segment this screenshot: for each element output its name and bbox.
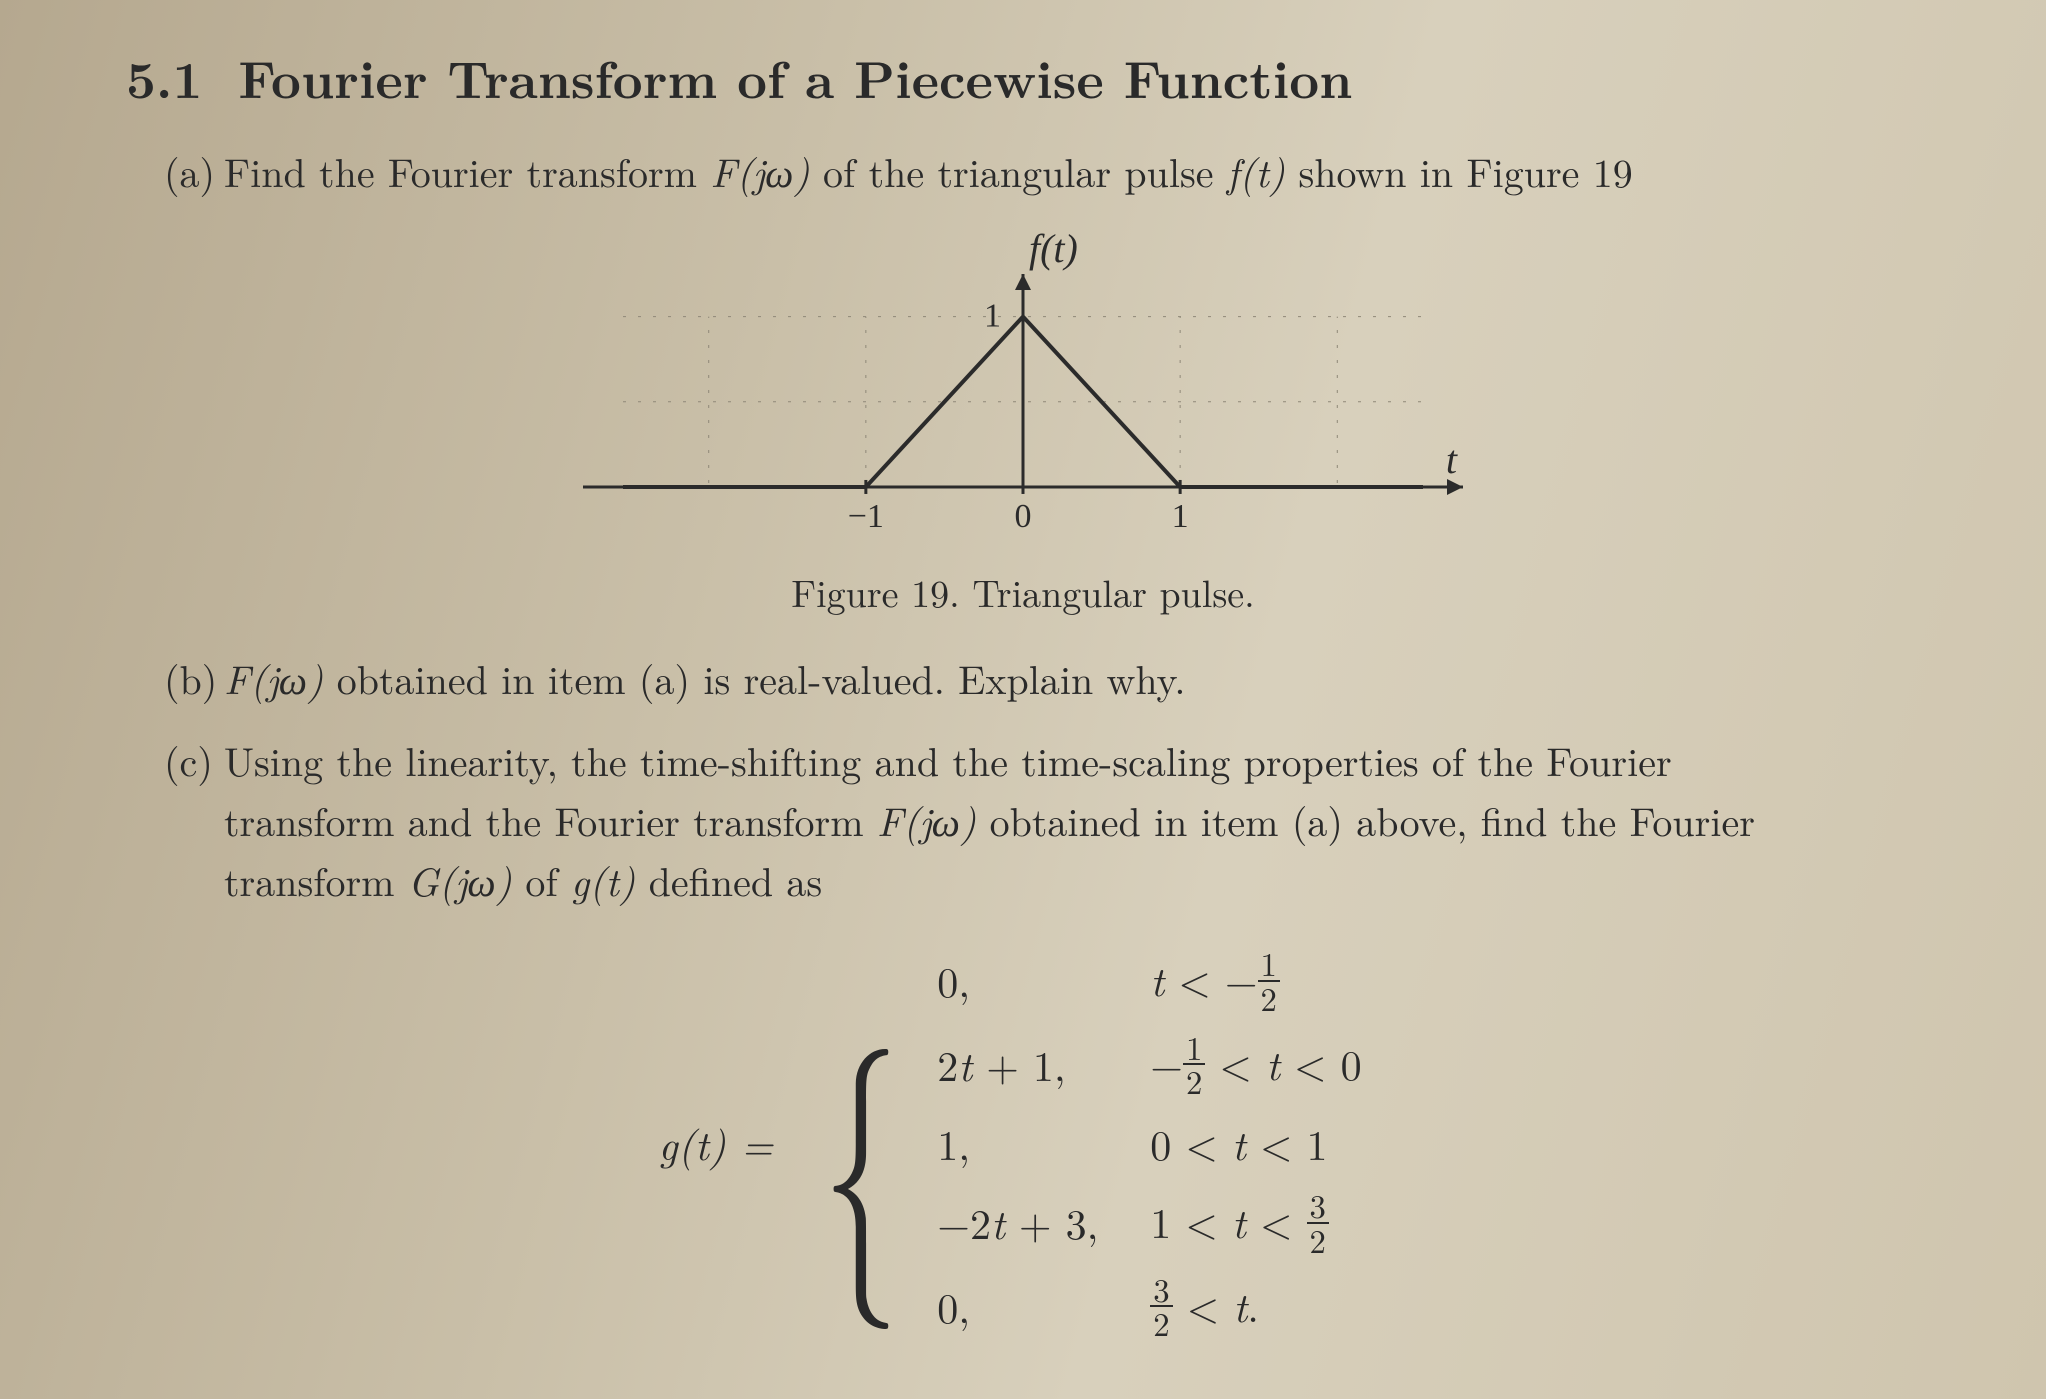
item-c-l3e2: g(t) xyxy=(571,851,635,908)
figure-19-svg: −1 0 1 1 f(t) t xyxy=(523,224,1523,554)
piecewise-row: 2t + 1,−12 < t < 0 xyxy=(911,1023,1387,1107)
section-heading: 5.1 Fourier Transform of a Piecewise Func… xyxy=(126,40,1926,114)
item-a: (a)Find the Fourier transform F(jω) of t… xyxy=(164,142,1926,200)
svg-text:1: 1 xyxy=(1172,498,1189,535)
piecewise-condition: t < −12 xyxy=(1124,939,1387,1023)
item-b-label: (b) xyxy=(164,649,224,707)
section-title-text: Fourier Transform of a Piecewise Functio… xyxy=(238,40,1352,114)
item-a-label: (a) xyxy=(164,142,224,200)
item-c-l3a: transform xyxy=(224,851,408,908)
svg-text:f(t): f(t) xyxy=(1029,226,1078,271)
piecewise-cases: 0,t < −122t + 1,−12 < t < 01,0 < t < 1−2… xyxy=(911,939,1387,1348)
svg-text:1: 1 xyxy=(984,298,1001,335)
piecewise-lhs: g(t) = xyxy=(658,1114,773,1173)
item-a-text2: of the triangular pulse xyxy=(810,142,1227,199)
piecewise-value: 1, xyxy=(911,1106,1124,1181)
item-c-l2expr: F(jω) xyxy=(877,791,976,848)
figure-19: −1 0 1 1 f(t) t Figure 19. Triangular pulse. xyxy=(120,224,1926,619)
item-b-text: obtained in item (a) is real-valued. Exp… xyxy=(323,649,1185,706)
piecewise-condition: 1 < t < 32 xyxy=(1124,1181,1387,1265)
svg-text:t: t xyxy=(1446,437,1458,482)
piecewise-value: 0, xyxy=(911,1265,1124,1349)
figure-19-caption: Figure 19. Triangular pulse. xyxy=(120,565,1926,619)
svg-text:−1: −1 xyxy=(848,498,884,535)
item-c-l3e1: G(jω) xyxy=(408,851,512,908)
piecewise-condition: −12 < t < 0 xyxy=(1124,1023,1387,1107)
item-c-l3b: of xyxy=(512,851,571,908)
piecewise-brace: { xyxy=(823,1034,900,1252)
page: 5.1 Fourier Transform of a Piecewise Func… xyxy=(0,0,2046,1348)
item-a-expr2: f(t) xyxy=(1227,142,1285,199)
piecewise-row: 1,0 < t < 1 xyxy=(911,1106,1387,1181)
item-a-expr1: F(jω) xyxy=(710,142,809,199)
item-a-text3: shown in Figure 19 xyxy=(1285,142,1633,199)
item-c: (c)Using the linearity, the time-shiftin… xyxy=(164,731,1926,789)
item-c-line1: Using the linearity, the time-shifting a… xyxy=(224,731,1672,788)
piecewise-value: 0, xyxy=(911,939,1124,1023)
piecewise-definition: g(t) = { 0,t < −122t + 1,−12 < t < 01,0 … xyxy=(120,939,1926,1348)
item-b: (b)F(jω) obtained in item (a) is real-va… xyxy=(164,649,1926,707)
piecewise-value: 2t + 1, xyxy=(911,1023,1124,1107)
section-number: 5.1 xyxy=(126,40,202,114)
item-a-text1: Find the Fourier transform xyxy=(224,142,710,199)
item-c-label: (c) xyxy=(164,731,224,789)
item-c-line3: transform G(jω) of g(t) defined as xyxy=(224,851,1926,909)
item-c-l3c: defined as xyxy=(635,851,822,908)
piecewise-value: −2t + 3, xyxy=(911,1181,1124,1265)
item-c-l2b: obtained in item (a) above, find the Fou… xyxy=(976,791,1755,848)
svg-text:0: 0 xyxy=(1015,498,1032,535)
piecewise-row: −2t + 3,1 < t < 32 xyxy=(911,1181,1387,1265)
item-b-expr: F(jω) xyxy=(224,649,323,706)
piecewise-row: 0,t < −12 xyxy=(911,939,1387,1023)
item-c-line2: transform and the Fourier transform F(jω… xyxy=(224,791,1926,849)
piecewise-condition: 32 < t. xyxy=(1124,1265,1387,1349)
piecewise-row: 0,32 < t. xyxy=(911,1265,1387,1349)
piecewise-condition: 0 < t < 1 xyxy=(1124,1106,1387,1181)
item-c-l2a: transform and the Fourier transform xyxy=(224,791,877,848)
